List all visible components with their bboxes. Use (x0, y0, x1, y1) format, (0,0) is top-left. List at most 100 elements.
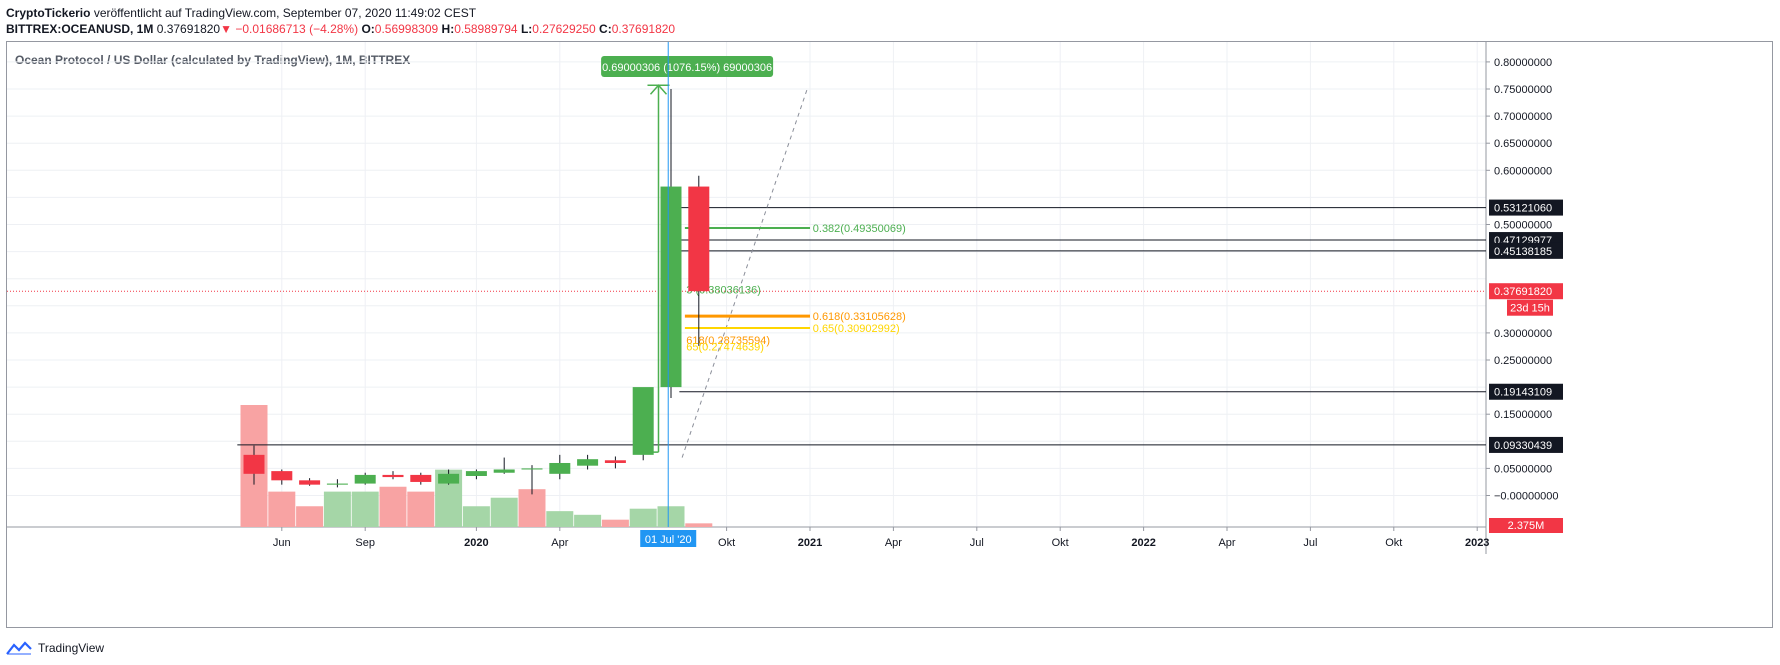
x-tick-label: Okt (1052, 537, 1069, 549)
close-value: 0.37691820 (611, 22, 676, 36)
level-price-badge-label: 0.09330439 (1494, 440, 1552, 452)
y-tick-label: 0.60000000 (1494, 165, 1552, 177)
y-tick-label: 0.70000000 (1494, 111, 1552, 123)
author-name[interactable]: CryptoTickerio (6, 6, 91, 20)
open-value: 0.56998309 (374, 22, 439, 36)
volume-badge (1489, 518, 1563, 533)
candle-body (465, 471, 487, 476)
candle-body (299, 480, 321, 485)
y-tick-label: −0.00000000 (1494, 491, 1559, 503)
current-price-badge-label: 0.37691820 (1494, 286, 1552, 298)
candles (243, 89, 710, 495)
chart-title: Ocean Protocol / US Dollar (calculated b… (15, 53, 411, 67)
volume-bar (546, 511, 574, 527)
y-tick-label: 0.05000000 (1494, 463, 1552, 475)
x-tick-label: Jun (273, 537, 291, 549)
candle-body (243, 454, 265, 474)
candle-body (326, 483, 348, 485)
candle-body (521, 468, 543, 470)
candle-body (604, 460, 626, 463)
y-tick-label: 0.50000000 (1494, 220, 1552, 232)
volume-bar (296, 506, 324, 527)
y-tick-label: 0.80000000 (1494, 57, 1552, 69)
measure-arrow-icon (649, 84, 668, 95)
bar-countdown-badge (1507, 299, 1553, 316)
level-price-badge-label: 0.45138185 (1494, 246, 1552, 258)
low-value: 0.27629250 (532, 22, 596, 36)
level-price-badge-label: 0.19143109 (1494, 387, 1552, 399)
x-tick-label: 2021 (798, 537, 822, 549)
volume-bar (518, 489, 546, 527)
x-tick-label: Jul (970, 537, 984, 549)
y-tick-label: 0.25000000 (1494, 355, 1552, 367)
y-tick-label: 0.65000000 (1494, 138, 1552, 150)
volume-bar (601, 519, 629, 527)
candle-body (549, 462, 571, 474)
bar-countdown-label: 23d 15h (1510, 303, 1550, 315)
candle-body (493, 469, 515, 473)
y-tick-label: 0.75000000 (1494, 84, 1552, 96)
candle-body (438, 473, 460, 484)
candle-body (688, 186, 710, 292)
volume-bar (574, 514, 602, 527)
volume-bar (268, 491, 296, 527)
x-tick-label: 2022 (1131, 537, 1155, 549)
measure-label: 0.69000306 (1076.15%) 69000306 (602, 62, 772, 74)
x-tick-label: Jul (1303, 537, 1317, 549)
candle-body (577, 459, 599, 466)
publish-info: CryptoTickerio veröffentlicht auf Tradin… (6, 6, 476, 20)
volume-bar (657, 506, 685, 527)
x-tick-label: Okt (1385, 537, 1402, 549)
tradingview-brand[interactable]: TradingView (38, 641, 105, 655)
level-price-badge (1489, 383, 1563, 400)
price-change: −0.01686713 (−4.28%) (235, 22, 359, 36)
x-tick-label: Sep (355, 537, 375, 549)
volume-bar (462, 506, 490, 527)
high-value: 0.58989794 (454, 22, 518, 36)
candle-body (271, 471, 293, 481)
level-price-badge (1489, 199, 1563, 216)
measure-label-box (601, 56, 774, 77)
x-tick-label: 2020 (464, 537, 488, 549)
volume-bar (685, 523, 713, 527)
x-tick-label: 2023 (1465, 537, 1489, 549)
x-tick-label: Okt (718, 537, 735, 549)
y-tick-label: 0.15000000 (1494, 409, 1552, 421)
current-price-badge (1489, 283, 1563, 300)
candle-body (410, 474, 432, 482)
horizontal-levels (237, 207, 1486, 446)
low-label: L: (520, 22, 533, 36)
tradingview-logo-icon[interactable] (6, 641, 32, 655)
x-tick-label: Apr (885, 537, 902, 549)
crosshair-time-label: 01 Jul '20 (645, 534, 692, 546)
crosshair-time-badge (640, 530, 697, 547)
footer: TradingView (6, 638, 104, 658)
fib-level-label: 0.382(0.49350069) (813, 223, 906, 235)
volume-bar (629, 508, 657, 527)
volume-bar (323, 491, 351, 527)
candle-body (382, 474, 404, 478)
fib-level-label: 618(0.28735594) (686, 335, 770, 347)
volume-bars (240, 405, 713, 527)
last-price: 0.37691820 (156, 22, 221, 36)
symbol-label: BITTREX:OCEANUSD, 1M (6, 22, 154, 36)
fib-level-label: 0.65(0.30902992) (813, 323, 900, 335)
close-label: C: (599, 22, 612, 36)
published-text: veröffentlicht auf TradingView.com, Sept… (93, 6, 477, 20)
x-tick-label: Apr (551, 537, 568, 549)
high-label: H: (441, 22, 455, 36)
dashed-trend-line (681, 88, 808, 458)
ohlc-header: BITTREX:OCEANUSD, 1M 0.37691820▼ −0.0168… (6, 22, 675, 36)
level-price-badge (1489, 436, 1563, 453)
chart-frame (6, 41, 1773, 628)
level-price-badge (1489, 242, 1563, 259)
volume-bar (490, 497, 518, 527)
candle-body (354, 474, 376, 484)
x-tick-label: Apr (1218, 537, 1235, 549)
change-down-icon: ▼ (220, 22, 232, 36)
volume-bar (351, 491, 379, 527)
fib-level-label: 0.618(0.33105628) (813, 311, 906, 323)
volume-bar (407, 491, 435, 527)
fib-level-label: 65(0.27474639) (686, 342, 764, 354)
